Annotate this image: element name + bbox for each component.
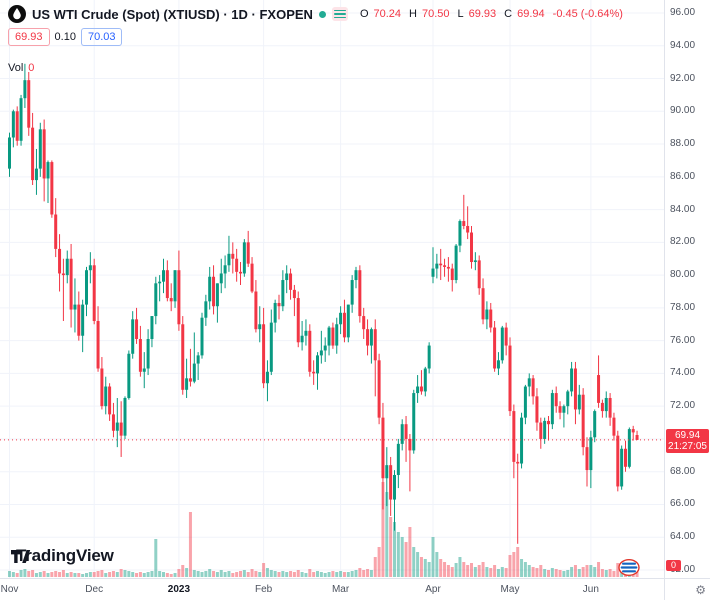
sell-bid-button[interactable]: 69.93 <box>8 28 50 46</box>
fxopen-logo-icon[interactable] <box>618 559 640 576</box>
price-axis-label: 80.00 <box>670 269 696 281</box>
volume-series <box>8 482 639 577</box>
price-axis-label: 84.00 <box>670 203 696 215</box>
volume-legend-row[interactable]: Vol 0 <box>8 62 623 74</box>
price-axis[interactable]: 62.0064.0066.0068.0070.0072.0074.0076.00… <box>664 0 710 578</box>
chart-plot-area[interactable]: TradingView <box>0 0 664 578</box>
price-axis-label: 72.00 <box>670 400 696 412</box>
open-label: O <box>359 8 369 20</box>
price-axis-label: 64.00 <box>670 531 696 543</box>
high-label: H <box>409 8 417 20</box>
time-axis-label[interactable]: Feb <box>254 584 273 595</box>
countdown-timer: 21:27:05 <box>668 440 707 452</box>
price-axis-label: 94.00 <box>670 39 696 51</box>
price-axis-label: 74.00 <box>670 367 696 379</box>
price-axis-label: 76.00 <box>670 334 696 346</box>
time-axis-label[interactable]: 2023 <box>167 584 191 595</box>
price-axis-label: 82.00 <box>670 236 696 248</box>
symbol-row: US WTI Crude (Spot) (XTIUSD) · 1D · FXOP… <box>8 5 623 23</box>
legend: US WTI Crude (Spot) (XTIUSD) · 1D · FXOP… <box>8 5 623 74</box>
volume-axis-zero-label: 0 <box>666 560 682 571</box>
price-axis-label: 62.00 <box>670 564 696 575</box>
current-price-value: 69.94 <box>674 429 701 441</box>
price-axis-label: 90.00 <box>670 105 696 117</box>
price-axis-label: 88.00 <box>670 138 696 150</box>
price-axis-label: 68.00 <box>670 465 696 477</box>
candlestick-series <box>8 63 639 544</box>
gridlines <box>0 0 664 578</box>
axis-corner: ⚙ <box>664 578 710 600</box>
instrument-logo-icon[interactable] <box>8 5 26 23</box>
low-value: 69.93 <box>468 8 497 20</box>
time-axis-label[interactable]: Jun <box>582 584 599 595</box>
current-price-label: 69.94 21:27:05 <box>666 428 709 453</box>
watermark-text: TradingView <box>16 546 114 565</box>
market-status-dot-icon[interactable] <box>318 10 326 18</box>
close-label: C <box>504 8 513 20</box>
symbol-title[interactable]: US WTI Crude (Spot) (XTIUSD) · 1D · FXOP… <box>32 6 313 22</box>
change-value: -0.45 (-0.64%) <box>552 8 623 20</box>
price-axis-label: 92.00 <box>670 72 696 84</box>
volume-value: 0 <box>28 62 35 74</box>
close-value: 69.94 <box>517 8 545 20</box>
quote-row: 69.93 0.10 70.03 <box>8 28 623 46</box>
spread-value: 0.10 <box>54 31 76 43</box>
buy-ask-button[interactable]: 70.03 <box>80 28 123 46</box>
price-axis-label: 66.00 <box>670 498 696 510</box>
time-axis-label[interactable]: May <box>500 584 520 595</box>
tradingview-watermark[interactable]: TradingView <box>10 546 114 566</box>
volume-label: Vol <box>8 62 24 74</box>
high-value: 70.50 <box>421 8 450 20</box>
settings-gear-icon[interactable]: ⚙ <box>695 582 706 597</box>
ohlc-values: O 70.24 H 70.50 L 69.93 C 69.94 -0.45 (-0.64… <box>360 8 623 20</box>
candlestick-chart <box>0 0 664 578</box>
object-tree-icon[interactable] <box>331 7 348 21</box>
time-axis-label[interactable]: Apr <box>425 584 441 595</box>
time-axis-label[interactable]: Dec <box>85 584 104 595</box>
price-axis-label: 78.00 <box>670 301 696 313</box>
price-axis-label: 86.00 <box>670 170 696 182</box>
time-axis-label[interactable]: Mar <box>331 584 350 595</box>
open-value: 70.24 <box>373 8 402 20</box>
time-axis-label[interactable]: Nov <box>0 584 19 595</box>
price-axis-label: 96.00 <box>670 7 696 18</box>
time-axis[interactable]: NovDec2023FebMarAprMayJun2 <box>0 578 664 600</box>
low-label: L <box>457 8 464 20</box>
